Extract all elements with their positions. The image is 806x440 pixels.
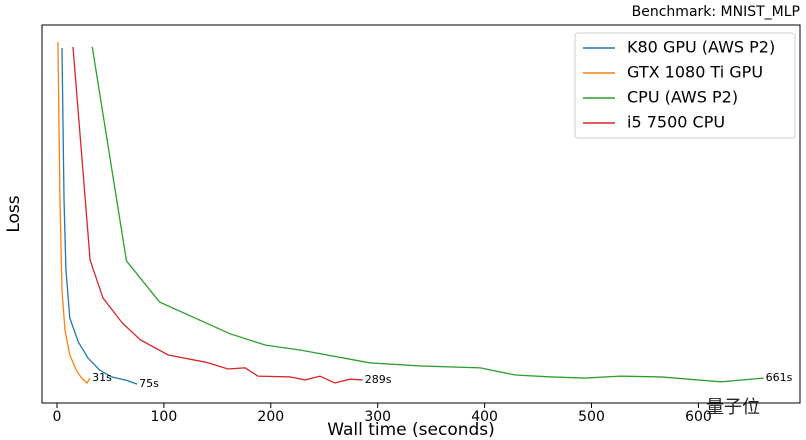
y-axis-label: Loss (4, 195, 24, 232)
legend-box (574, 32, 796, 139)
x-axis-label: Wall time (seconds) (327, 420, 495, 440)
legend-label: i5 7500 CPU (627, 113, 725, 132)
end-label: 289s (365, 373, 392, 386)
x-tick-label: 500 (578, 409, 605, 425)
series-line (61, 48, 138, 385)
end-label: 75s (139, 377, 159, 390)
x-tick-label: 200 (257, 409, 284, 425)
legend-label: GTX 1080 Ti GPU (627, 63, 763, 82)
end-label: 661s (766, 371, 793, 384)
plot-frame (41, 24, 801, 404)
x-tick-label: 0 (53, 409, 62, 425)
x-tick-label: 300 (364, 409, 391, 425)
x-tick-label: 400 (471, 409, 498, 425)
legend-label: K80 GPU (AWS P2) (627, 38, 775, 57)
x-tick-label: 600 (685, 409, 712, 425)
legend-label: CPU (AWS P2) (627, 88, 738, 107)
x-tick-label: 100 (151, 409, 178, 425)
watermark: 量子位 (706, 397, 760, 418)
end-label: 31s (92, 371, 112, 384)
chart-title: Benchmark: MNIST_MLP (632, 4, 800, 20)
series-line (72, 46, 363, 384)
series-line (91, 46, 764, 383)
series-line (57, 42, 91, 384)
